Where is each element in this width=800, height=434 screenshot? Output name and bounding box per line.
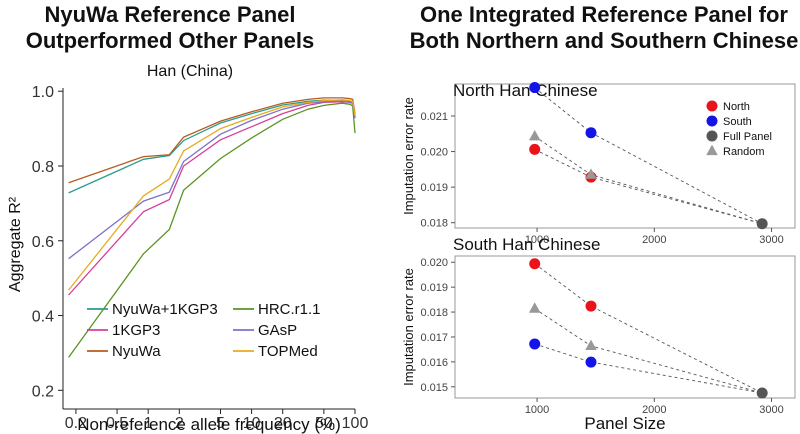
south-y-tick-label: 0.019 (420, 282, 448, 294)
left-x-tick-label: 2 (175, 415, 184, 432)
legend-item-1kgp3: 1KGP3 (87, 322, 160, 339)
left-x-tick-label: 50 (315, 415, 333, 432)
legend-marker (706, 100, 718, 112)
north-point-south (585, 127, 597, 139)
north-dashed-north (534, 148, 763, 225)
north-point-random (585, 168, 597, 179)
south-x-axis-title: Panel Size (584, 414, 665, 433)
left-y-tick-label: 0.6 (32, 234, 54, 251)
right-heading-line2: Both Northern and Southern Chinese (409, 28, 799, 53)
south-dashed-south (534, 343, 763, 394)
south-point-full-panel (756, 387, 768, 399)
left-x-tick-label: 1 (144, 415, 153, 432)
north-point-north (529, 143, 541, 155)
south-panel-frame (454, 255, 796, 399)
north-point-random (528, 129, 541, 141)
south-dashed-north (534, 263, 763, 394)
legend-item-random: Random (706, 144, 765, 158)
left-x-tick-label: 10 (243, 415, 261, 432)
series-line-nyuwa-1kgp3 (68, 99, 356, 194)
left-chart-title: Han (China) (147, 63, 233, 80)
legend-item-nyuwa-1kgp3: NyuWa+1KGP3 (87, 301, 218, 318)
north-panel-frame (454, 83, 796, 229)
left-x-tick-label: 0.2 (65, 415, 87, 432)
south-scatter-panel: South Han Chinese 0.015 0.016 0.017 0.018 0.0… (401, 235, 796, 433)
legend-label: NyuWa (112, 343, 161, 360)
south-y-axis-title: Imputation error rate (401, 268, 416, 386)
north-y-tick-label: 0.020 (420, 147, 448, 159)
left-y-tick-label: 0.8 (32, 159, 54, 176)
left-heading-line1: NyuWa Reference Panel (44, 2, 296, 27)
south-y-tick-label: 0.017 (420, 332, 448, 344)
north-scatter-panel: North Han Chinese 0.018 0.019 0.020 0.021 100… (401, 81, 796, 246)
legend-label: Full Panel (723, 131, 772, 143)
legend-marker (706, 115, 718, 127)
north-x-tick-label: 3000 (759, 234, 783, 246)
series-line-1kgp3 (68, 101, 356, 296)
series-line-hrc-r1-1 (68, 102, 356, 358)
series-line-gasp (68, 100, 356, 260)
south-point-south (529, 338, 541, 350)
south-y-tick-label: 0.016 (420, 357, 448, 369)
left-y-tick-label: 1.0 (32, 84, 54, 101)
south-y-tick-label: 0.015 (420, 382, 448, 394)
left-y-tick-label: 0.4 (32, 309, 54, 326)
right-figure-heading: One Integrated Reference Panel for Both … (408, 2, 800, 54)
left-x-axis-title: Non-reference allele frequency (%) (77, 415, 341, 434)
legend-item-topmed: TOPMed (233, 343, 318, 360)
left-heading-line2: Outperformed Other Panels (25, 28, 315, 53)
legend-label: GAsP (258, 322, 297, 339)
legend-item-full-panel: Full Panel (706, 130, 772, 143)
left-x-tick-label: 20 (274, 415, 292, 432)
south-x-tick-label: 3000 (759, 404, 783, 416)
right-heading-line1: One Integrated Reference Panel for (420, 2, 788, 27)
south-panel-title: South Han Chinese (453, 235, 600, 254)
legend-item-gasp: GAsP (233, 322, 297, 339)
south-point-south (585, 356, 597, 368)
south-point-random (585, 339, 597, 351)
north-y-tick-label: 0.019 (420, 182, 448, 194)
north-y-tick-label: 0.021 (420, 111, 448, 123)
series-line-nyuwa (68, 97, 356, 184)
south-x-tick-label: 1000 (525, 404, 549, 416)
legend-item-south: South (706, 115, 752, 128)
north-x-tick-label: 2000 (642, 234, 666, 246)
left-x-tick-label: 5 (216, 415, 225, 432)
south-point-north (585, 300, 597, 312)
left-y-axis-title: Aggregate R² (7, 196, 24, 292)
north-point-south (529, 82, 541, 94)
south-y-tick-label: 0.020 (420, 257, 448, 269)
legend-item-nyuwa: NyuWa (87, 343, 161, 360)
legend-label: Random (723, 146, 765, 158)
north-panel-title: North Han Chinese (453, 81, 598, 100)
legend-item-north: North (706, 100, 750, 113)
south-point-random (528, 302, 541, 313)
legend-label: North (723, 101, 750, 113)
legend-label: South (723, 116, 752, 128)
legend-label: 1KGP3 (112, 322, 160, 339)
legend-label: TOPMed (258, 343, 318, 360)
legend-label: HRC.r1.1 (258, 301, 321, 318)
series-line-topmed (68, 99, 356, 291)
left-y-tick-label: 0.2 (32, 383, 54, 400)
south-point-north (529, 258, 541, 270)
left-line-chart: Han (China) 0.2 0.4 0.6 0.8 1.0 0.2 0.5 1 2 5 10 20 5… (7, 63, 368, 434)
legend-marker (706, 144, 718, 156)
south-y-tick-label: 0.018 (420, 307, 448, 319)
south-x-tick-label: 2000 (642, 404, 666, 416)
legend-item-hrc-r1-1: HRC.r1.1 (233, 301, 321, 318)
south-dashed-random (534, 308, 763, 394)
north-point-full-panel (756, 218, 768, 230)
north-y-tick-label: 0.018 (420, 218, 448, 230)
legend-marker (706, 130, 718, 142)
north-x-tick-label: 1000 (525, 234, 549, 246)
left-x-tick-label: 0.5 (106, 415, 128, 432)
legend-label: NyuWa+1KGP3 (112, 301, 218, 318)
north-y-axis-title: Imputation error rate (401, 97, 416, 215)
left-figure-heading: NyuWa Reference Panel Outperformed Other… (6, 2, 334, 54)
left-x-tick-label: 100 (342, 415, 369, 432)
